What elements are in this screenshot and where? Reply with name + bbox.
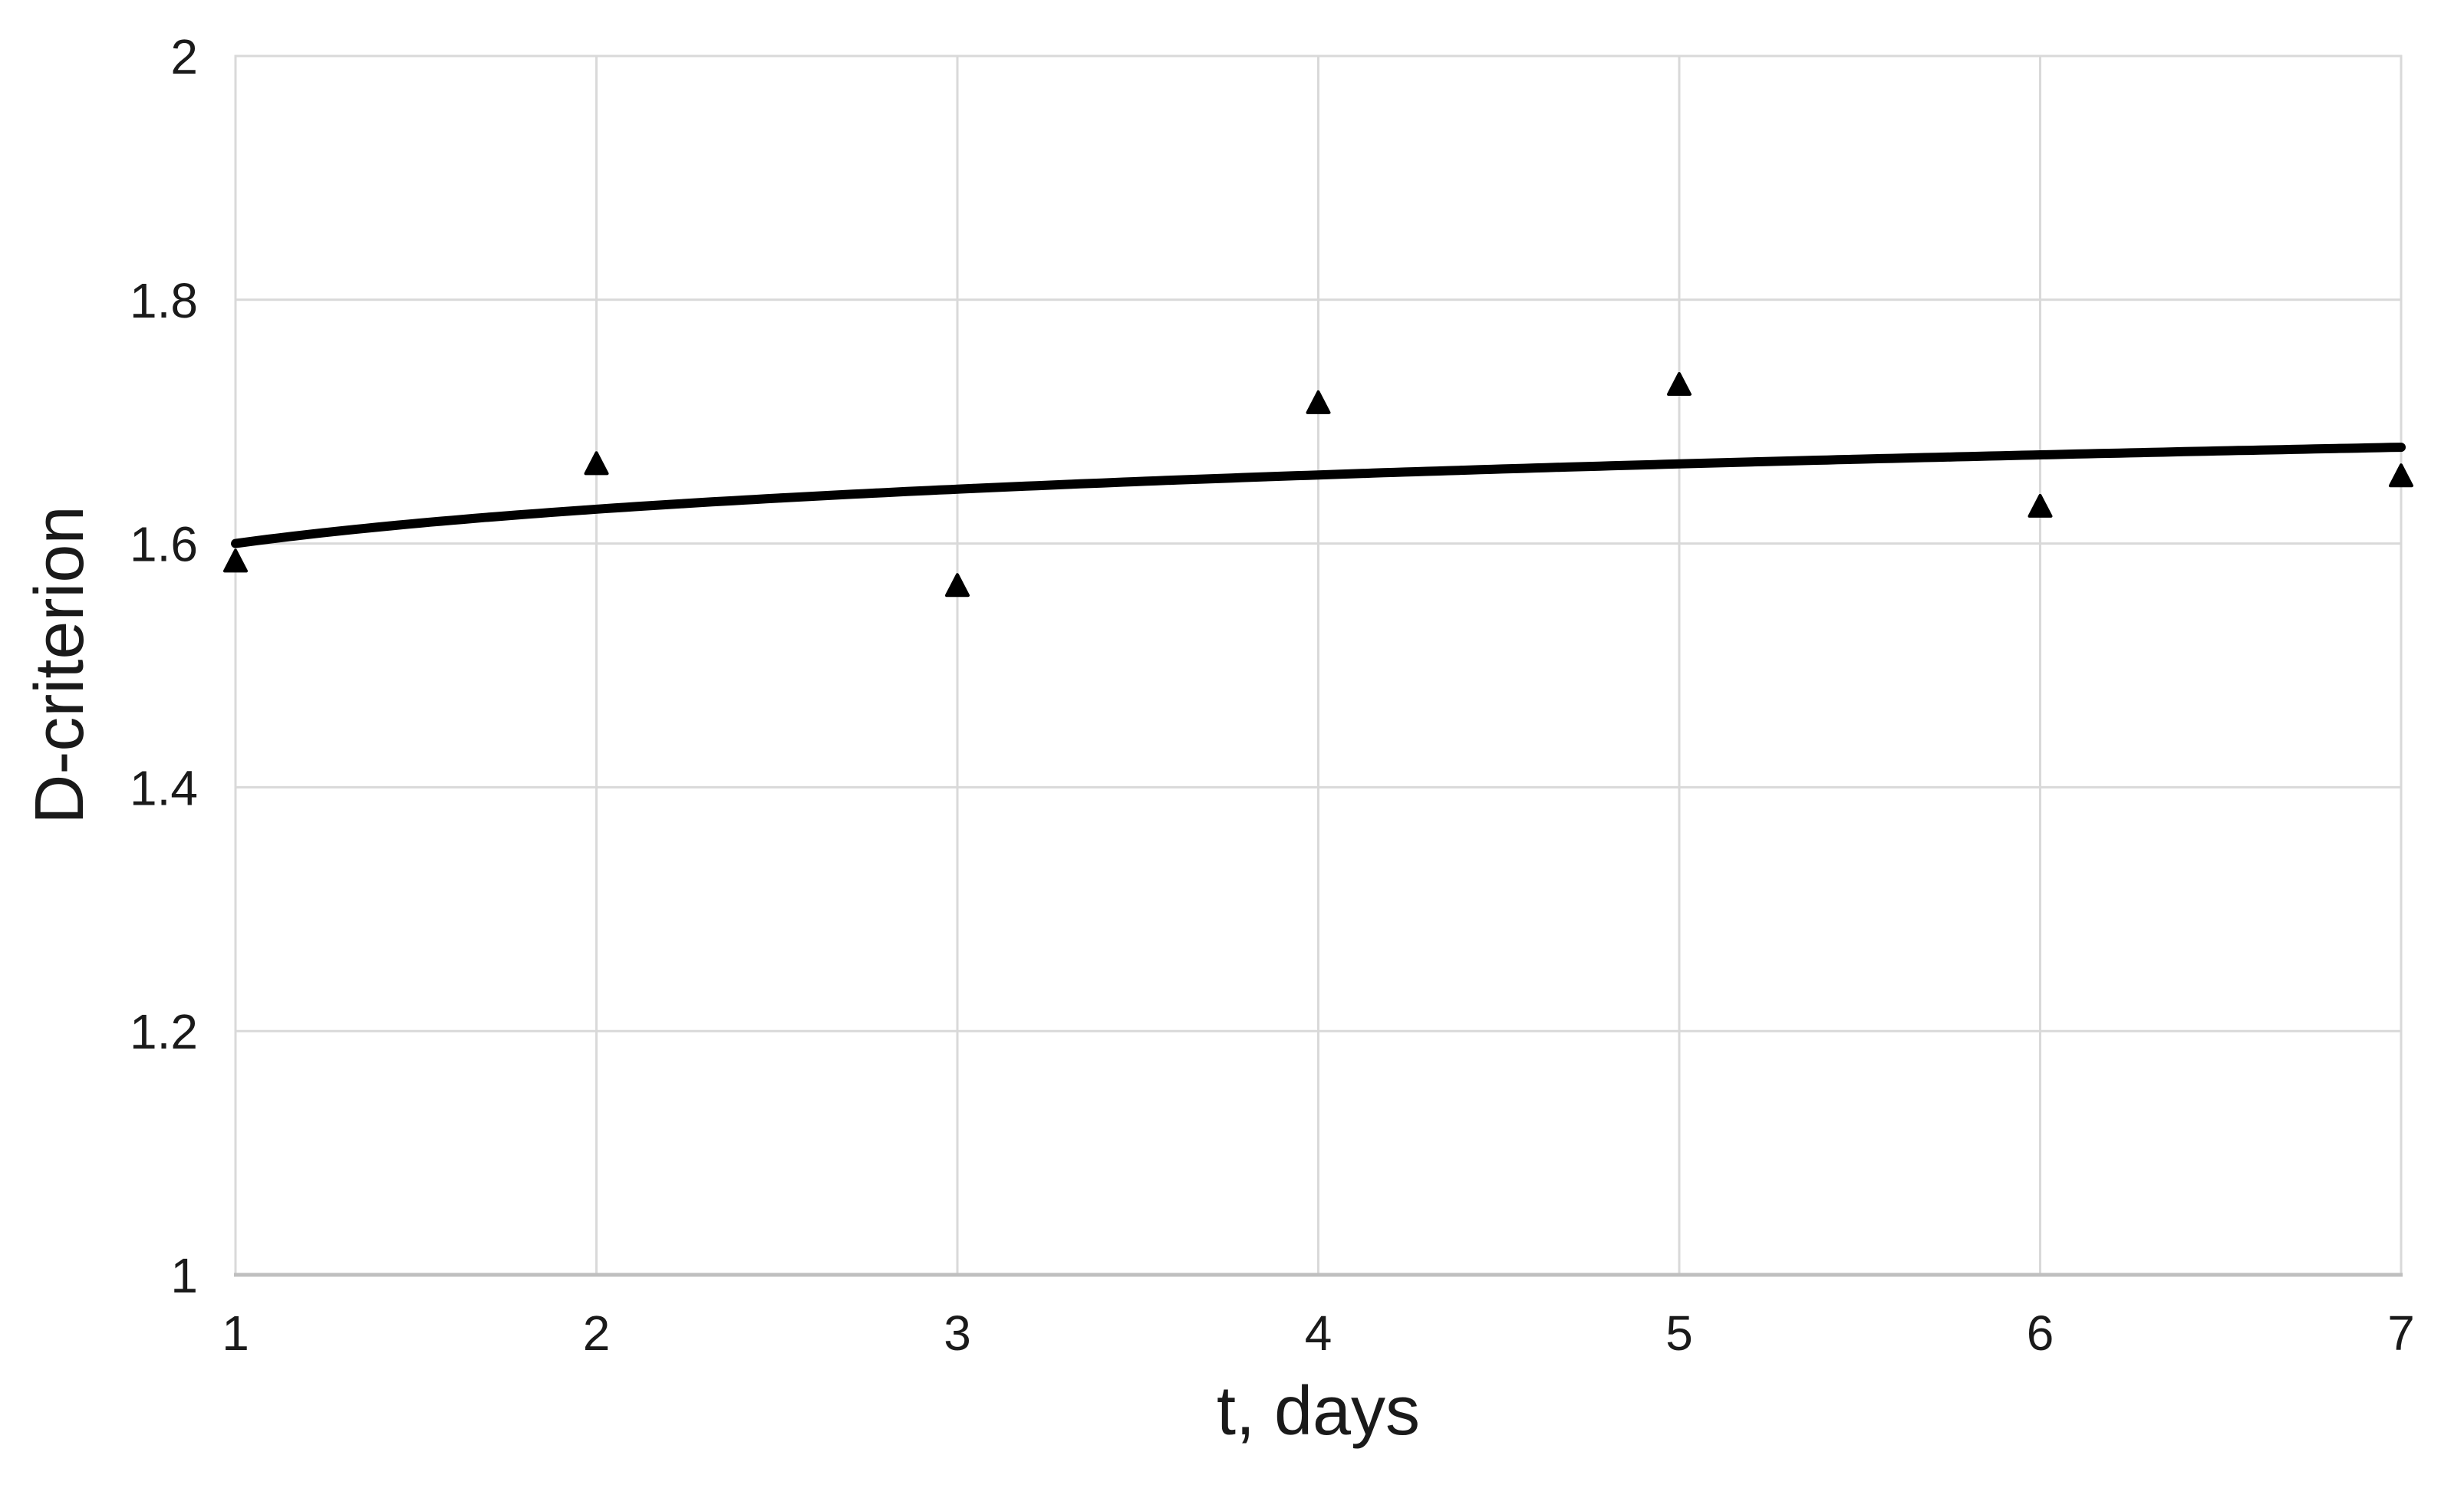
y-tick-label: 1.4 [130,760,198,815]
trendline-curve [231,443,2406,548]
x-tick-label: 6 [2027,1306,2054,1361]
x-tick-label: 5 [1665,1306,1693,1361]
x-tick-label: 2 [583,1306,611,1361]
y-tick-label: 1.8 [130,273,198,328]
y-axis-title: D-criterion [21,505,98,825]
data-point-marker [223,548,248,573]
data-point-marker [584,451,609,476]
x-tick-label: 3 [944,1306,971,1361]
x-tick-label: 7 [2387,1306,2415,1361]
y-tick-label: 1 [170,1248,198,1303]
y-tick-label: 2 [170,29,198,84]
x-tick-label: 1 [222,1306,249,1361]
data-point-marker [2389,463,2413,488]
x-axis-title: t, days [1216,1373,1421,1450]
y-tick-label: 1.2 [130,1004,198,1059]
data-point-marker [1667,372,1692,397]
data-point-marker [1306,390,1331,414]
data-point-marker [945,573,970,598]
y-tick-label: 1.6 [130,517,198,572]
data-point-marker [2028,493,2053,518]
x-tick-label: 4 [1305,1306,1332,1361]
